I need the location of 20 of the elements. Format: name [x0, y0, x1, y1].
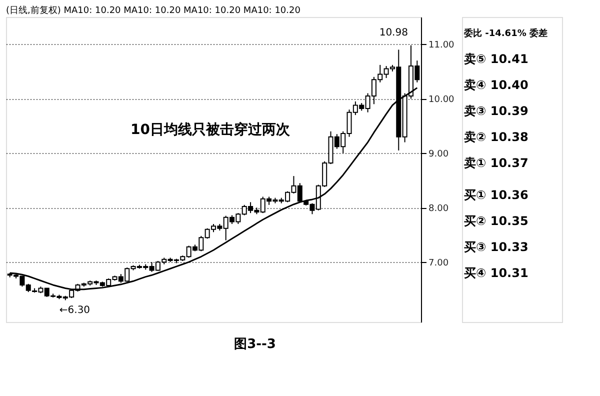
- caption: 图3--3: [234, 337, 276, 352]
- y-tick-label: 11.00: [428, 40, 455, 51]
- text: 买① 10.36: [464, 188, 528, 202]
- y-tick-label: 9.00: [428, 150, 449, 160]
- y-tick-label: 7.00: [428, 258, 449, 269]
- annotation: ←6.30: [59, 305, 90, 316]
- text: 卖④ 10.40: [464, 78, 528, 92]
- text: 卖③ 10.39: [464, 104, 528, 118]
- text: 卖⑤ 10.41: [464, 52, 528, 66]
- text: 买③ 10.33: [464, 240, 528, 254]
- text: 卖② 10.38: [464, 130, 528, 144]
- y-tick-label: 10.00: [428, 95, 455, 106]
- text: 卖① 10.37: [464, 156, 528, 170]
- text: 委比 -14.61% 委差: [463, 28, 548, 39]
- annotation: 10.98: [379, 27, 408, 38]
- y-tick-label: 8.00: [428, 204, 449, 214]
- chart-title: (日线,前复权) MA10: 10.20 MA10: 10.20 MA10: 10.20 MA10: 10.20: [6, 5, 301, 16]
- annotation: 10日均线只被击穿过两次: [130, 120, 291, 138]
- text: 买④ 10.31: [464, 266, 528, 280]
- text: 买② 10.35: [464, 214, 528, 228]
